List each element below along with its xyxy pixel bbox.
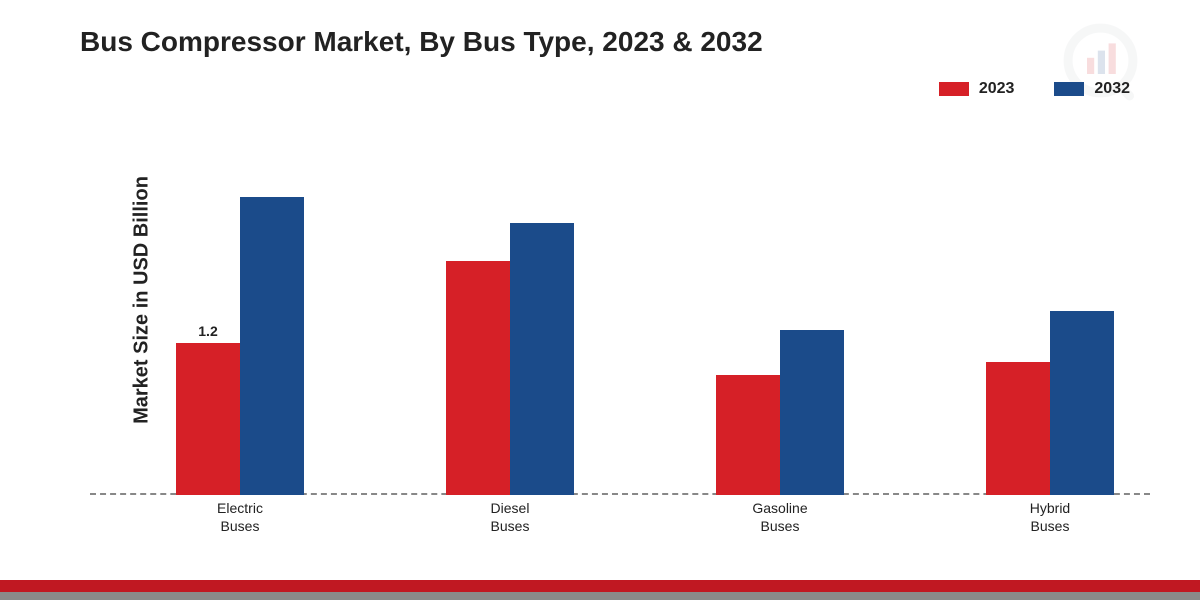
legend-item-2032: 2032 bbox=[1054, 80, 1130, 98]
bar-2023 bbox=[986, 362, 1050, 495]
bar-2023 bbox=[716, 375, 780, 495]
legend-item-2023: 2023 bbox=[939, 80, 1015, 98]
x-tick-label: DieselBuses bbox=[420, 500, 600, 535]
legend: 2023 2032 bbox=[939, 80, 1130, 98]
plot-area: 1.2 bbox=[90, 115, 1150, 495]
x-tick-label: HybridBuses bbox=[960, 500, 1140, 535]
x-axis-labels: ElectricBuses DieselBuses GasolineBuses Hyb… bbox=[90, 500, 1150, 550]
footer-grey-stripe bbox=[0, 592, 1200, 600]
bar-2023: 1.2 bbox=[176, 343, 240, 495]
x-tick-label: ElectricBuses bbox=[150, 500, 330, 535]
footer-red-stripe bbox=[0, 580, 1200, 592]
bar-2032 bbox=[780, 330, 844, 495]
x-tick-label: GasolineBuses bbox=[690, 500, 870, 535]
bar-2032 bbox=[510, 223, 574, 495]
bar-2032 bbox=[240, 197, 304, 495]
footer-bar bbox=[0, 580, 1200, 600]
legend-swatch-2032 bbox=[1054, 82, 1084, 96]
bar-2032 bbox=[1050, 311, 1114, 495]
bar-2023 bbox=[446, 261, 510, 495]
bar-value-label: 1.2 bbox=[176, 323, 240, 339]
legend-label-2032: 2032 bbox=[1094, 80, 1130, 98]
legend-swatch-2023 bbox=[939, 82, 969, 96]
legend-label-2023: 2023 bbox=[979, 80, 1015, 98]
chart-title: Bus Compressor Market, By Bus Type, 2023… bbox=[80, 26, 763, 58]
